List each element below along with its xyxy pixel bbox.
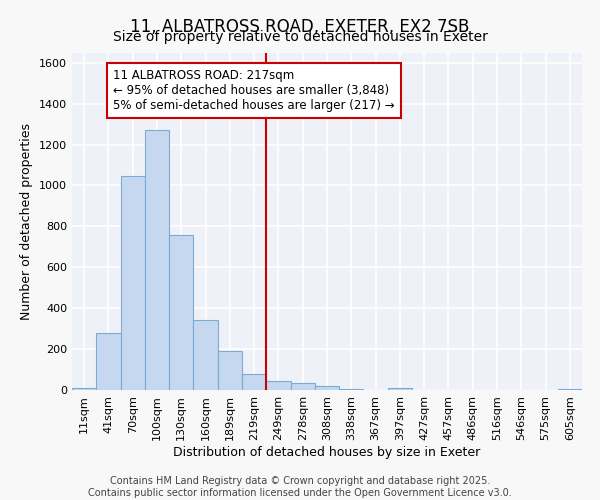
Bar bbox=[558, 389, 582, 390]
X-axis label: Distribution of detached houses by size in Exeter: Distribution of detached houses by size … bbox=[173, 446, 481, 458]
Bar bbox=[193, 320, 218, 390]
Bar bbox=[145, 130, 169, 390]
Text: 11, ALBATROSS ROAD, EXETER, EX2 7SB: 11, ALBATROSS ROAD, EXETER, EX2 7SB bbox=[130, 18, 470, 36]
Text: Size of property relative to detached houses in Exeter: Size of property relative to detached ho… bbox=[113, 30, 487, 44]
Bar bbox=[242, 374, 266, 390]
Text: 11 ALBATROSS ROAD: 217sqm
← 95% of detached houses are smaller (3,848)
5% of sem: 11 ALBATROSS ROAD: 217sqm ← 95% of detac… bbox=[113, 69, 395, 112]
Bar bbox=[315, 386, 339, 390]
Bar bbox=[96, 332, 121, 390]
Bar bbox=[290, 383, 315, 390]
Bar bbox=[266, 381, 290, 390]
Bar bbox=[218, 351, 242, 390]
Bar bbox=[339, 389, 364, 390]
Text: Contains HM Land Registry data © Crown copyright and database right 2025.
Contai: Contains HM Land Registry data © Crown c… bbox=[88, 476, 512, 498]
Bar bbox=[388, 388, 412, 390]
Bar bbox=[169, 234, 193, 390]
Bar bbox=[72, 388, 96, 390]
Bar bbox=[121, 176, 145, 390]
Y-axis label: Number of detached properties: Number of detached properties bbox=[20, 122, 34, 320]
